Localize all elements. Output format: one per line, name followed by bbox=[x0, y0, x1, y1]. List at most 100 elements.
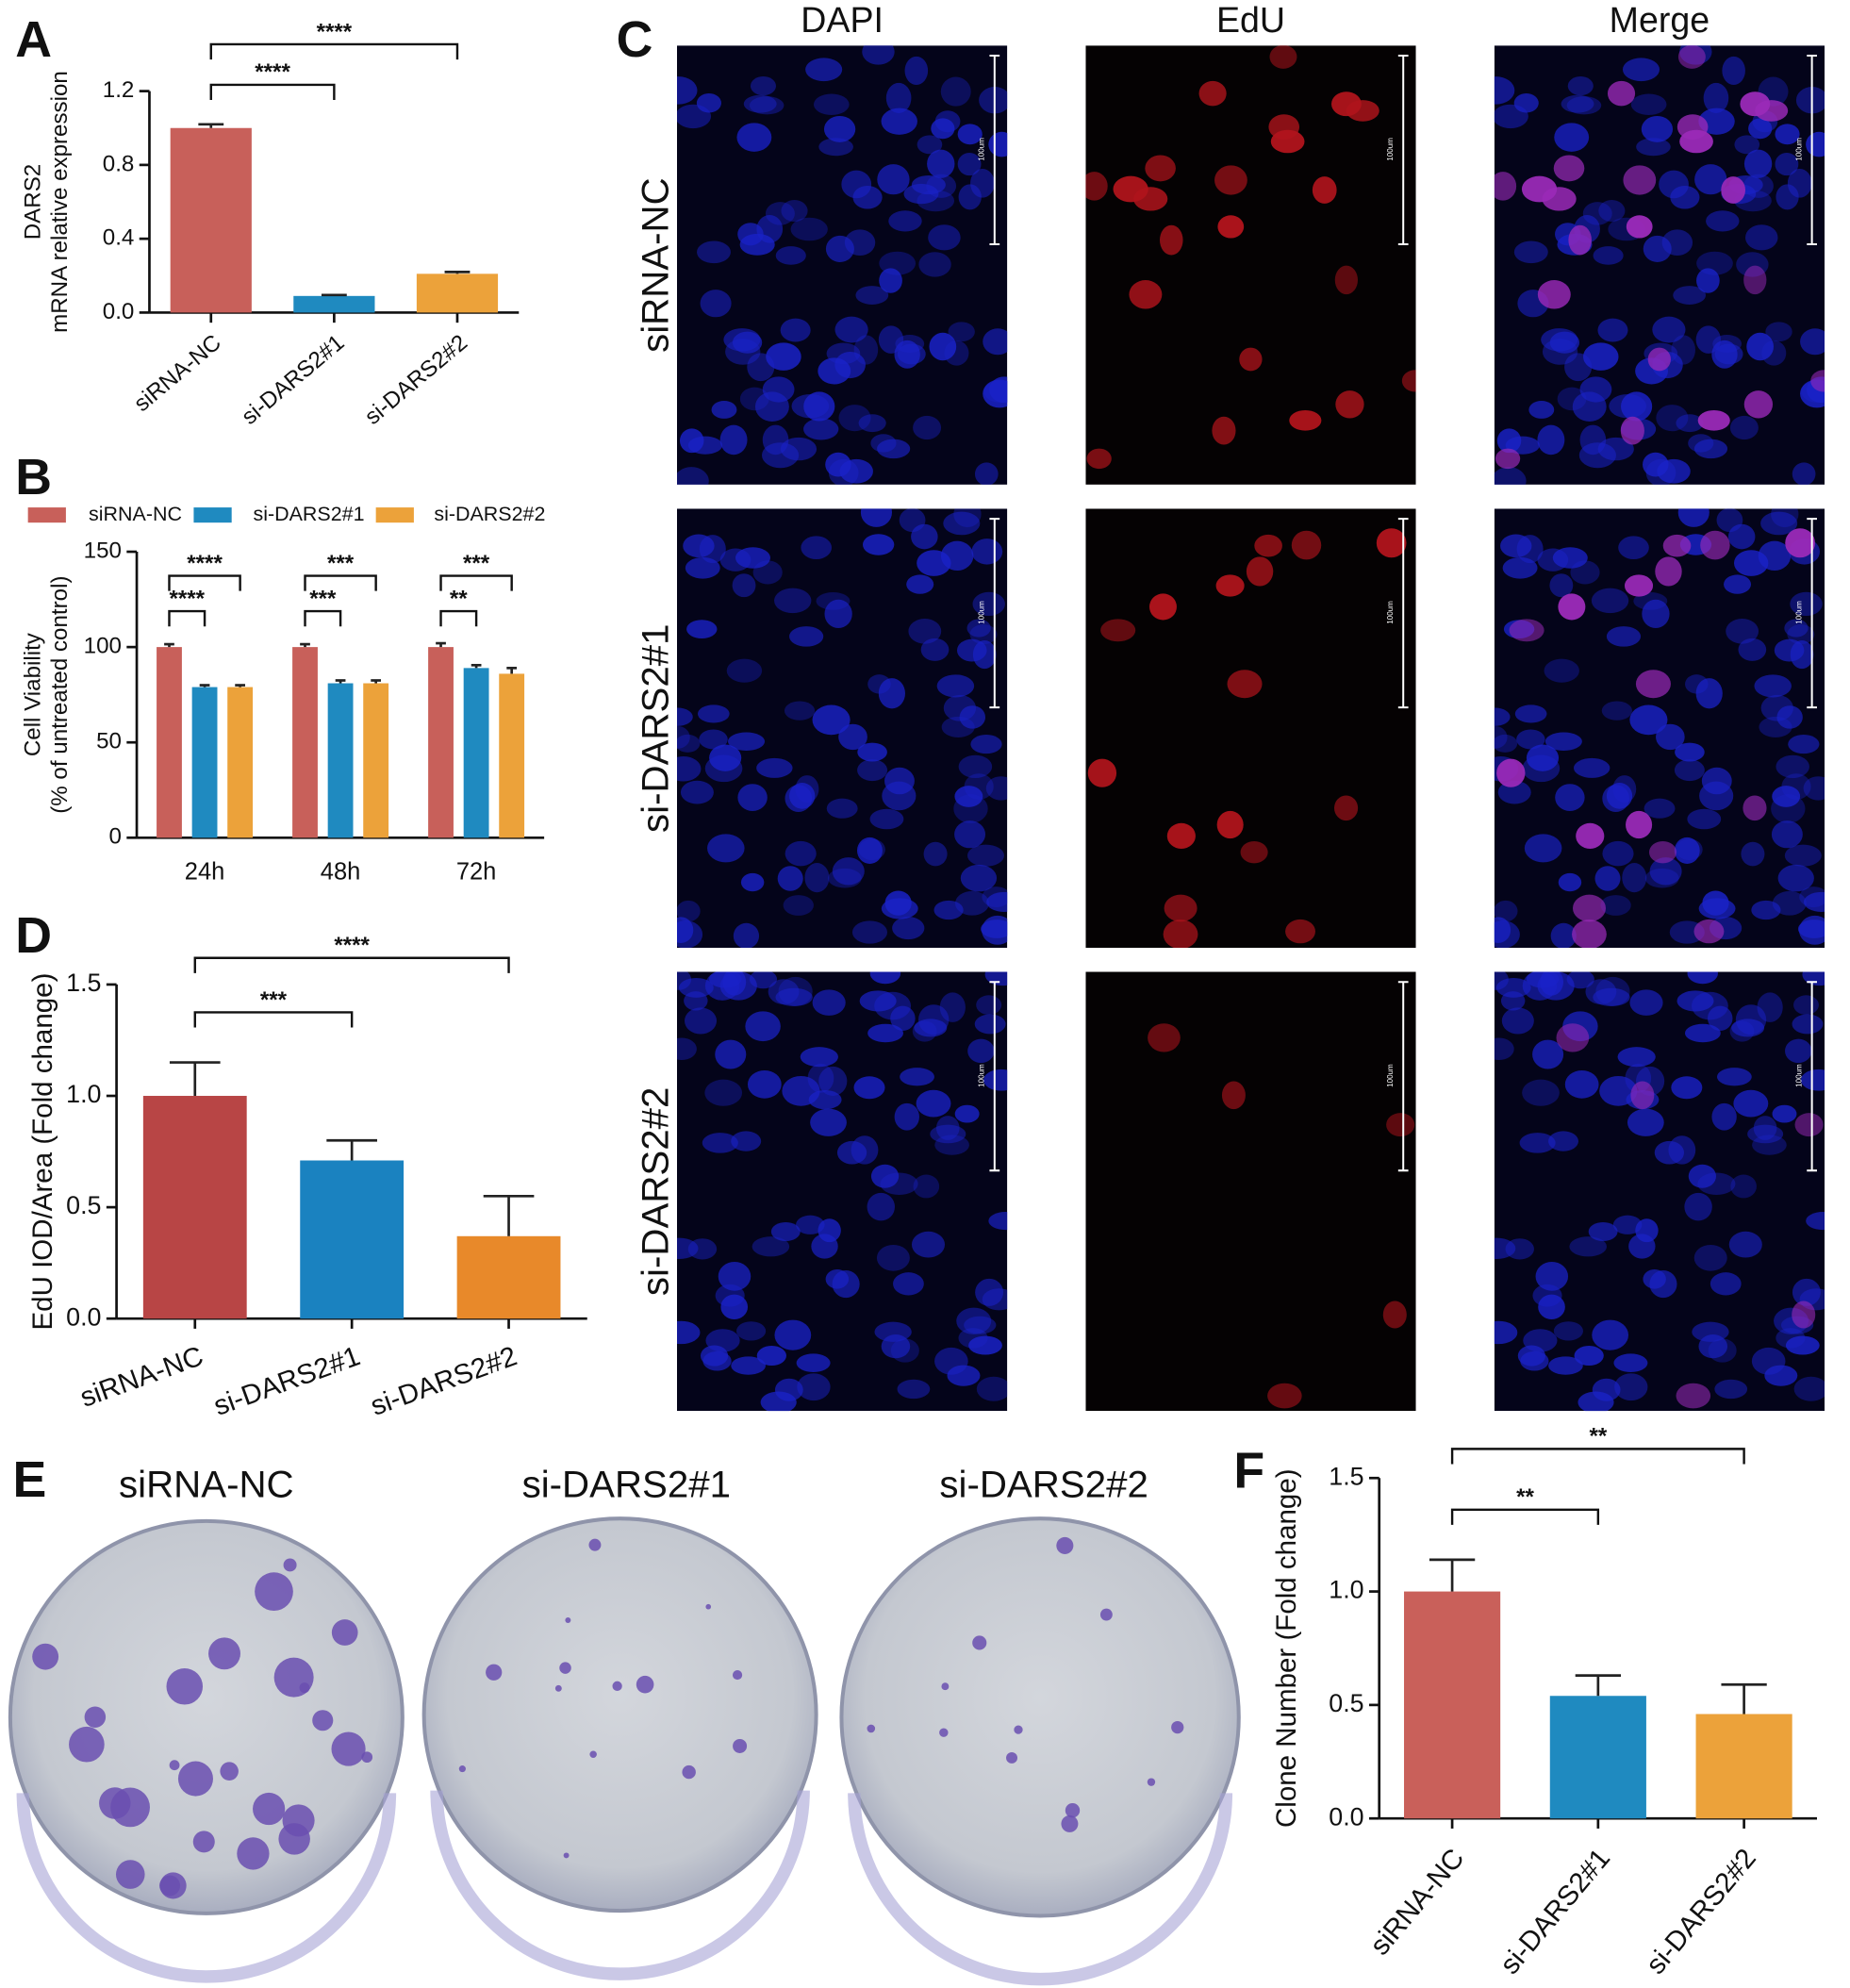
nucleus bbox=[856, 837, 883, 864]
nucleus bbox=[1537, 424, 1565, 456]
nucleus bbox=[783, 895, 814, 916]
nucleus bbox=[1790, 591, 1823, 617]
nucleus bbox=[948, 322, 975, 342]
nucleus bbox=[912, 1020, 937, 1042]
nucleus bbox=[1494, 1320, 1518, 1345]
colony bbox=[1056, 1536, 1074, 1554]
nucleus bbox=[838, 405, 871, 432]
colony bbox=[559, 1662, 571, 1674]
nucleus bbox=[1494, 900, 1518, 922]
nucleus bbox=[1537, 548, 1569, 572]
nucleus bbox=[1729, 1020, 1755, 1042]
nucleus bbox=[700, 1345, 729, 1367]
plate-rim bbox=[430, 1790, 810, 1980]
nucleus bbox=[805, 58, 843, 82]
nucleus bbox=[677, 726, 690, 749]
nucleus bbox=[974, 1014, 1006, 1035]
y-tick-label: 1.2 bbox=[103, 77, 135, 103]
nucleus bbox=[1788, 734, 1820, 754]
nucleus bbox=[1522, 1079, 1560, 1106]
nucleus bbox=[1765, 322, 1792, 342]
nucleus bbox=[1630, 93, 1667, 115]
edu-nucleus bbox=[1291, 530, 1322, 560]
nucleus bbox=[1693, 1244, 1727, 1271]
nucleus bbox=[1800, 1069, 1825, 1091]
colony bbox=[1061, 1814, 1079, 1832]
nucleus bbox=[900, 1068, 934, 1086]
nucleus bbox=[957, 152, 982, 176]
nucleus bbox=[1522, 971, 1558, 1001]
edu-nucleus bbox=[1312, 176, 1337, 204]
nucleus bbox=[1593, 246, 1624, 265]
nucleus bbox=[972, 591, 1005, 617]
edu-nucleus bbox=[1607, 80, 1636, 107]
edu-nucleus bbox=[1133, 187, 1168, 211]
nucleus bbox=[1676, 414, 1704, 433]
nucleus bbox=[1517, 1345, 1545, 1367]
nucleus bbox=[1613, 1353, 1648, 1373]
panel-letter: E bbox=[13, 1451, 47, 1508]
colony bbox=[589, 1750, 597, 1759]
nucleus bbox=[1505, 1238, 1534, 1260]
significance-label: **** bbox=[187, 551, 223, 576]
edu-nucleus bbox=[1267, 1383, 1302, 1409]
y-tick-label: 1.5 bbox=[66, 969, 101, 997]
nucleus bbox=[737, 784, 768, 811]
nucleus bbox=[679, 977, 714, 998]
nucleus bbox=[1677, 990, 1714, 1012]
nucleus bbox=[697, 704, 730, 723]
nucleus bbox=[1698, 1334, 1728, 1359]
nucleus bbox=[879, 268, 902, 293]
edu-nucleus bbox=[1662, 534, 1692, 557]
nucleus bbox=[838, 723, 867, 751]
nucleus bbox=[704, 1079, 743, 1106]
nucleus bbox=[1582, 202, 1612, 225]
edu-nucleus bbox=[1159, 224, 1183, 256]
colony bbox=[705, 1603, 712, 1610]
nucleus bbox=[940, 76, 971, 107]
nucleus bbox=[858, 414, 886, 433]
panel-letter: B bbox=[15, 449, 52, 505]
edu-nucleus bbox=[1794, 1113, 1824, 1137]
nucleus bbox=[818, 1218, 841, 1243]
nucleus bbox=[894, 1102, 919, 1131]
x-tick-label: si-DARS2#2 bbox=[360, 330, 472, 430]
nucleus bbox=[677, 734, 701, 753]
bar bbox=[142, 1096, 247, 1319]
nucleus bbox=[702, 1133, 738, 1153]
edu-nucleus bbox=[1677, 45, 1706, 69]
nucleus bbox=[825, 235, 854, 262]
nucleus bbox=[1760, 694, 1793, 721]
y-axis-label: Cell Viability bbox=[21, 632, 46, 756]
nucleus bbox=[796, 1353, 831, 1373]
edu-nucleus bbox=[1542, 187, 1577, 211]
micrograph: 100um bbox=[1494, 508, 1825, 949]
edu-nucleus bbox=[1239, 347, 1263, 372]
nucleus bbox=[1743, 149, 1773, 178]
nucleus bbox=[1696, 268, 1720, 293]
nucleus bbox=[803, 391, 835, 422]
scale-label: 100um bbox=[978, 601, 986, 624]
y-tick-label: 0.5 bbox=[66, 1191, 101, 1219]
nucleus bbox=[892, 917, 925, 940]
plate-label: si-DARS2#2 bbox=[939, 1463, 1148, 1505]
nucleus bbox=[1716, 508, 1743, 533]
scale-label: 100um bbox=[1386, 138, 1395, 161]
nucleus bbox=[1514, 704, 1547, 723]
nucleus bbox=[943, 694, 977, 721]
nucleus bbox=[983, 380, 1008, 404]
nucleus bbox=[1612, 1215, 1643, 1234]
x-tick-label: si-DARS2#1 bbox=[1495, 1843, 1617, 1980]
scale-label: 100um bbox=[978, 138, 986, 161]
y-tick-label: 0.5 bbox=[1329, 1689, 1363, 1717]
nucleus bbox=[1550, 922, 1577, 949]
significance-label: *** bbox=[309, 586, 337, 611]
nucleus bbox=[1730, 1174, 1757, 1199]
colony bbox=[1099, 1608, 1113, 1621]
x-tick-label: si-DARS2#1 bbox=[209, 1340, 364, 1422]
nucleus bbox=[927, 149, 955, 178]
edu-nucleus bbox=[1145, 155, 1176, 182]
nucleus bbox=[781, 199, 808, 223]
nucleus bbox=[1601, 701, 1632, 721]
nucleus bbox=[756, 1345, 786, 1367]
